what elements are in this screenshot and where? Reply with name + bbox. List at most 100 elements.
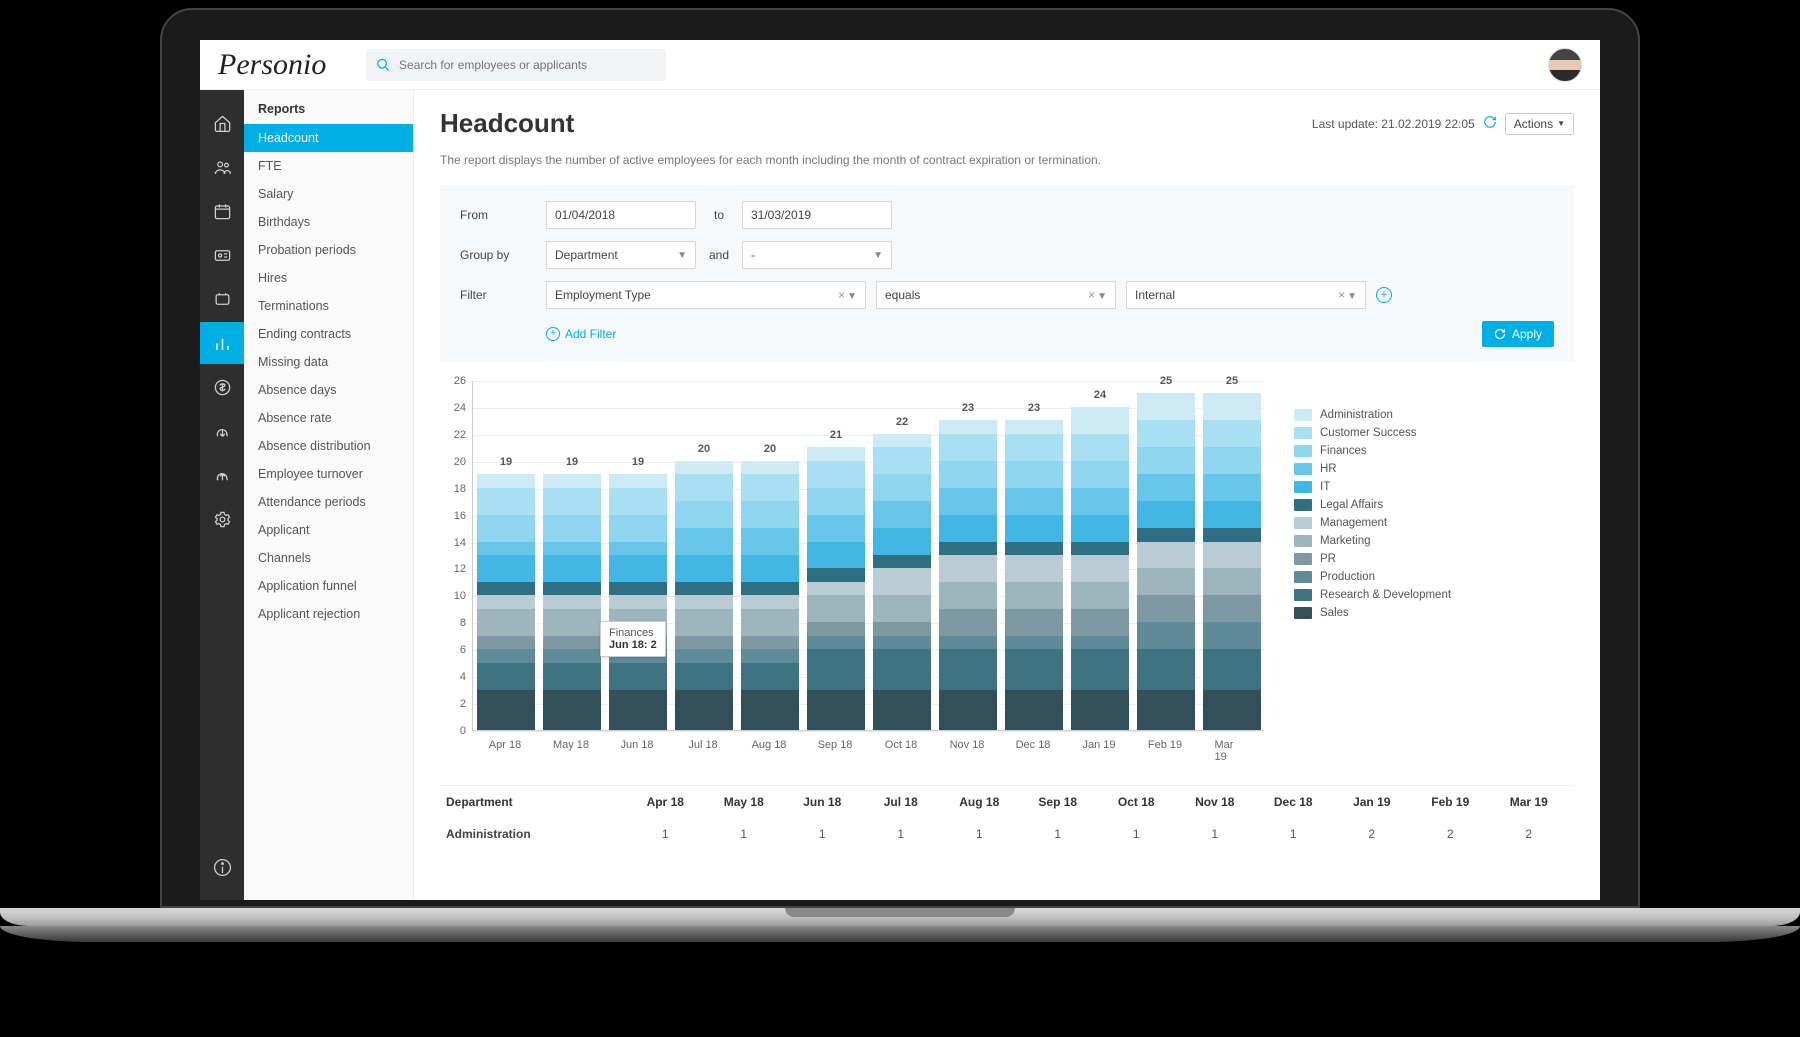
clear-icon[interactable]: × — [1338, 288, 1345, 302]
filter-op-select[interactable]: equals ×▼ — [876, 281, 1116, 309]
sidebar-item[interactable]: Absence rate — [244, 404, 413, 432]
x-tick-label: Oct 18 — [885, 739, 917, 751]
legend-item[interactable]: Sales — [1294, 607, 1574, 619]
sidebar-item[interactable]: Applicant rejection — [244, 600, 413, 628]
chart-segment — [477, 515, 535, 542]
chart-bar[interactable]: 25 — [1203, 393, 1261, 730]
clear-icon[interactable]: × — [838, 288, 845, 302]
sidebar-item[interactable]: FTE — [244, 152, 413, 180]
sidebar-item[interactable]: Probation periods — [244, 236, 413, 264]
legend-item[interactable]: Research & Development — [1294, 589, 1574, 601]
sidebar-item[interactable]: Application funnel — [244, 572, 413, 600]
bar-total-label: 19 — [543, 456, 601, 468]
table-col-header: Sep 18 — [1019, 795, 1098, 809]
chart-bar[interactable]: 20 — [675, 461, 733, 730]
nav-reports-icon[interactable] — [200, 322, 244, 364]
sidebar-item[interactable]: Attendance periods — [244, 488, 413, 516]
nav-import-icon[interactable] — [200, 410, 244, 452]
from-date-input[interactable]: 01/04/2018 — [546, 201, 696, 229]
nav-attendance-icon[interactable] — [200, 278, 244, 320]
chart-segment — [1005, 690, 1063, 730]
sidebar-item[interactable]: Absence distribution — [244, 432, 413, 460]
group-by-label: Group by — [460, 248, 546, 262]
chart-segment — [1005, 420, 1063, 433]
chart-bar[interactable]: 22 — [873, 434, 931, 730]
sidebar-item[interactable]: Salary — [244, 180, 413, 208]
search-input[interactable] — [399, 58, 656, 72]
chart-segment — [675, 649, 733, 662]
x-tick-label: Apr 18 — [489, 739, 521, 751]
chart-segment — [543, 609, 601, 636]
chart-segment — [1071, 407, 1129, 434]
legend-item[interactable]: PR — [1294, 553, 1574, 565]
legend-item[interactable]: Legal Affairs — [1294, 499, 1574, 511]
chart-segment — [675, 501, 733, 528]
table-col-header: Apr 18 — [626, 795, 705, 809]
chart-segment — [675, 528, 733, 555]
chart-segment — [939, 555, 997, 582]
chart-segment — [807, 649, 865, 689]
legend-item[interactable]: Customer Success — [1294, 427, 1574, 439]
legend-item[interactable]: Production — [1294, 571, 1574, 583]
filter-field-select[interactable]: Employment Type ×▼ — [546, 281, 866, 309]
nav-info-icon[interactable] — [200, 846, 244, 888]
refresh-icon[interactable] — [1483, 115, 1497, 132]
chart-bar[interactable]: 23 — [939, 420, 997, 730]
nav-people-icon[interactable] — [200, 146, 244, 188]
sidebar-item[interactable]: Terminations — [244, 292, 413, 320]
sidebar-item[interactable]: Absence days — [244, 376, 413, 404]
chart-segment — [873, 555, 931, 568]
chart-segment — [1203, 474, 1261, 501]
nav-payroll-icon[interactable] — [200, 366, 244, 408]
chart-bar[interactable]: 19 — [477, 474, 535, 730]
sidebar-item[interactable]: Birthdays — [244, 208, 413, 236]
chart-segment — [939, 542, 997, 555]
chart-segment — [1203, 447, 1261, 474]
chart-bar[interactable]: 19 — [609, 474, 667, 730]
legend-item[interactable]: Administration — [1294, 409, 1574, 421]
nav-settings-icon[interactable] — [200, 498, 244, 540]
filter-value-select[interactable]: Internal ×▼ — [1126, 281, 1366, 309]
chart-bar[interactable]: 19 — [543, 474, 601, 730]
chart-segment — [477, 542, 535, 555]
legend-swatch — [1294, 499, 1312, 511]
clear-icon[interactable]: × — [1088, 288, 1095, 302]
legend-item[interactable]: IT — [1294, 481, 1574, 493]
sidebar-item[interactable]: Missing data — [244, 348, 413, 376]
nav-calendar-icon[interactable] — [200, 190, 244, 232]
actions-button[interactable]: Actions ▼ — [1505, 113, 1574, 135]
sidebar-item[interactable]: Hires — [244, 264, 413, 292]
refresh-icon — [1494, 328, 1506, 340]
legend-item[interactable]: Finances — [1294, 445, 1574, 457]
sidebar-item[interactable]: Ending contracts — [244, 320, 413, 348]
nav-home-icon[interactable] — [200, 102, 244, 144]
group-by-select[interactable]: Department▼ — [546, 241, 696, 269]
chart-bar[interactable]: 20 — [741, 461, 799, 730]
add-filter-link[interactable]: + Add Filter — [546, 327, 616, 341]
sidebar-item[interactable]: Employee turnover — [244, 460, 413, 488]
sidebar-item[interactable]: Applicant — [244, 516, 413, 544]
chart-bar[interactable]: 24 — [1071, 407, 1129, 730]
apply-button[interactable]: Apply — [1482, 321, 1554, 347]
nav-export-icon[interactable] — [200, 454, 244, 496]
add-filter-icon[interactable]: + — [1376, 287, 1392, 303]
y-tick: 16 — [454, 510, 466, 522]
chart-segment — [543, 515, 601, 542]
chart-segment — [939, 649, 997, 689]
legend-item[interactable]: Management — [1294, 517, 1574, 529]
chart-bar[interactable]: 25 — [1137, 393, 1195, 730]
sidebar-item[interactable]: Channels — [244, 544, 413, 572]
to-date-input[interactable]: 31/03/2019 — [742, 201, 892, 229]
avatar[interactable] — [1548, 48, 1582, 82]
chart-bar[interactable]: 21 — [807, 447, 865, 730]
legend-item[interactable]: HR — [1294, 463, 1574, 475]
legend-item[interactable]: Marketing — [1294, 535, 1574, 547]
group-by-select-2[interactable]: -▼ — [742, 241, 892, 269]
filter-label: Filter — [460, 288, 546, 302]
nav-id-icon[interactable] — [200, 234, 244, 276]
legend-swatch — [1294, 409, 1312, 421]
sidebar-item[interactable]: Headcount — [244, 124, 413, 152]
legend-label: Legal Affairs — [1320, 499, 1383, 511]
search-box[interactable] — [366, 49, 666, 81]
chart-bar[interactable]: 23 — [1005, 420, 1063, 730]
